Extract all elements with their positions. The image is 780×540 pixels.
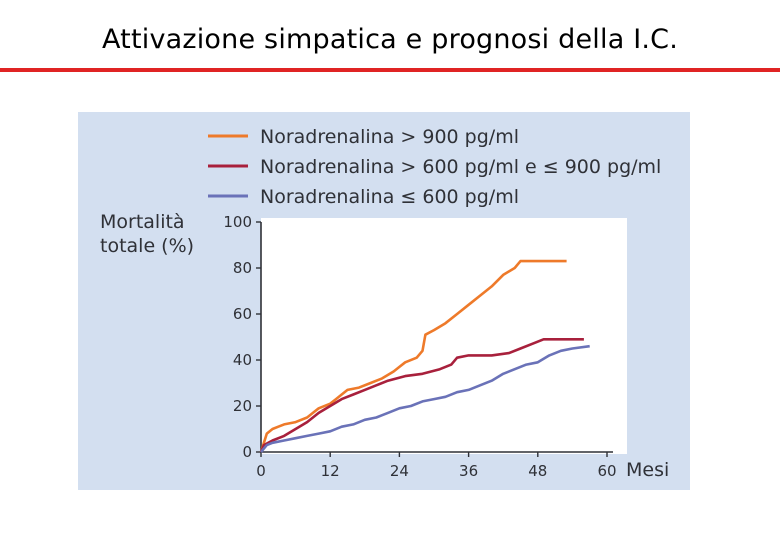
chart-series xyxy=(259,259,590,453)
legend-entry: Noradrenalina > 600 pg/ml e ≤ 900 pg/ml xyxy=(260,156,661,178)
x-tick-label: 48 xyxy=(528,462,547,480)
x-tick-label: 24 xyxy=(390,462,409,480)
y-axis-label-line: Mortalità xyxy=(100,211,185,233)
chart-legend: Noradrenalina > 900 pg/ml Noradrenalina >… xyxy=(208,126,661,208)
chart-figure: Noradrenalina > 900 pg/ml Noradrenalina >… xyxy=(78,112,690,490)
series-line xyxy=(260,344,590,453)
y-axis-label-line: totale (%) xyxy=(100,235,194,257)
y-tick-label: 60 xyxy=(233,305,252,323)
x-tick-label: 12 xyxy=(321,462,340,480)
x-tick-label: 36 xyxy=(459,462,478,480)
tick-labels: 0 20 40 60 80 100 0 12 24 36 48 60 Mesi xyxy=(223,213,669,481)
x-axis-label: Mesi xyxy=(626,459,669,481)
x-tick-label: 0 xyxy=(256,462,266,480)
series-line xyxy=(259,338,584,453)
y-tick-label: 100 xyxy=(223,213,252,231)
y-tick-label: 40 xyxy=(233,351,252,369)
chart-axes xyxy=(256,221,613,457)
y-tick-label: 0 xyxy=(242,443,252,461)
series-line xyxy=(259,259,567,453)
y-tick-label: 80 xyxy=(233,259,252,277)
mortality-chart: Noradrenalina > 900 pg/ml Noradrenalina >… xyxy=(100,126,669,481)
slide-title: Attivazione simpatica e prognosi della I… xyxy=(101,24,679,55)
title-underline xyxy=(0,68,780,72)
legend-entry: Noradrenalina > 900 pg/ml xyxy=(260,126,519,148)
y-tick-label: 20 xyxy=(233,397,252,415)
x-tick-label: 60 xyxy=(597,462,616,480)
legend-entry: Noradrenalina ≤ 600 pg/ml xyxy=(260,186,519,208)
plot-area xyxy=(261,218,627,454)
